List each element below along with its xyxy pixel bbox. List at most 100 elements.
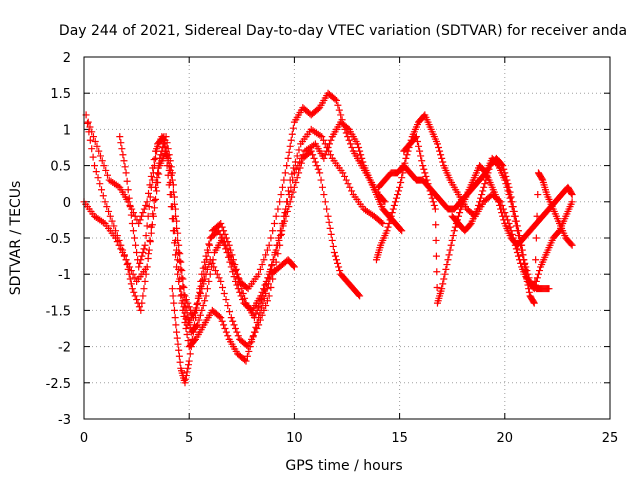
data-point <box>421 169 429 177</box>
data-point <box>218 317 226 325</box>
data-point <box>320 154 328 162</box>
data-point <box>182 372 190 380</box>
data-point <box>178 299 186 307</box>
data-point <box>411 134 419 142</box>
data-point <box>141 277 149 285</box>
data-point <box>84 119 92 127</box>
data-point <box>257 292 265 300</box>
data-point <box>259 299 267 307</box>
data-point <box>163 139 171 147</box>
data-point <box>147 183 155 191</box>
data-point <box>142 232 150 240</box>
data-point <box>235 275 243 283</box>
data-point <box>213 270 221 278</box>
data-point <box>462 192 470 200</box>
data-point <box>568 241 576 249</box>
data-point <box>280 176 288 184</box>
data-point <box>256 309 264 317</box>
data-point <box>144 212 152 220</box>
data-point <box>122 169 130 177</box>
data-point <box>137 256 145 264</box>
data-point <box>499 212 507 220</box>
data-point <box>252 310 260 318</box>
data-point <box>358 154 366 162</box>
data-point <box>292 165 300 173</box>
data-point <box>136 259 144 267</box>
data-point <box>222 328 230 336</box>
data-point <box>96 152 104 160</box>
data-point <box>510 207 518 215</box>
data-point <box>524 281 532 289</box>
data-point <box>195 316 203 324</box>
data-point <box>440 275 448 283</box>
data-point <box>313 162 321 170</box>
data-point <box>140 285 148 293</box>
data-point <box>317 176 325 184</box>
data-point <box>197 277 205 285</box>
data-point <box>403 151 411 159</box>
data-point <box>485 165 493 173</box>
data-point <box>339 169 347 177</box>
data-point <box>253 318 261 326</box>
data-point <box>234 274 242 282</box>
data-point <box>331 95 339 103</box>
data-point <box>245 347 253 355</box>
data-point <box>154 178 162 186</box>
data-point <box>169 227 177 235</box>
data-point <box>234 332 242 340</box>
data-point <box>518 241 526 249</box>
data-point <box>119 151 127 159</box>
data-point <box>355 144 363 151</box>
data-point <box>268 261 276 269</box>
data-point <box>297 159 305 167</box>
data-point <box>500 216 508 224</box>
data-point <box>195 292 203 300</box>
data-point <box>231 277 239 285</box>
data-point <box>126 203 134 211</box>
data-point <box>260 256 268 264</box>
data-point <box>170 239 178 247</box>
data-point <box>511 212 519 220</box>
data-point <box>133 296 141 304</box>
data-point <box>286 142 294 150</box>
data-point <box>233 281 241 289</box>
data-point <box>128 285 136 293</box>
data-point <box>178 267 186 275</box>
data-point <box>324 144 332 151</box>
data-point <box>201 258 209 266</box>
data-point <box>148 176 156 184</box>
data-point <box>190 321 198 329</box>
data-point <box>143 198 151 206</box>
data-point <box>239 296 247 304</box>
data-point <box>84 118 92 126</box>
data-point <box>318 133 326 141</box>
data-point <box>230 273 238 281</box>
data-point <box>532 256 540 264</box>
data-point <box>108 217 116 225</box>
data-point <box>517 236 525 244</box>
data-point <box>150 204 158 212</box>
data-point <box>512 217 520 225</box>
data-point <box>518 246 526 254</box>
data-point <box>311 158 319 166</box>
data-point <box>568 191 576 199</box>
data-point <box>514 252 522 260</box>
data-point <box>523 277 531 285</box>
data-point <box>538 175 546 183</box>
data-point <box>167 203 175 211</box>
data-point <box>289 262 297 270</box>
data-point <box>269 227 277 235</box>
data-point <box>250 328 258 336</box>
data-point <box>412 133 420 141</box>
data-point <box>497 205 505 213</box>
data-point <box>91 162 99 170</box>
data-point <box>478 191 486 199</box>
data-point <box>163 162 171 170</box>
data-point <box>112 227 120 235</box>
data-point <box>194 299 202 307</box>
data-point <box>416 147 424 155</box>
y-axis-label: SDTVAR / TECUs <box>8 181 24 296</box>
series-track-7 <box>400 133 553 307</box>
plot-frame <box>83 56 611 420</box>
data-point <box>391 198 399 206</box>
